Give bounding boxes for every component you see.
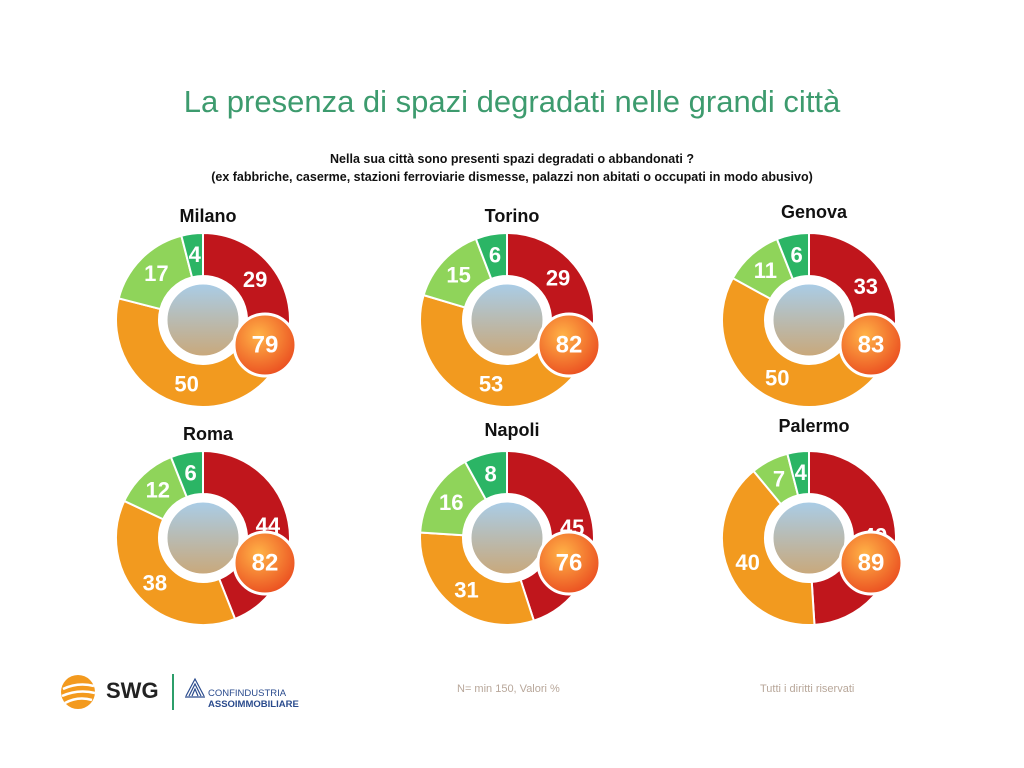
swg-logo: SWG <box>58 672 168 712</box>
total-value: 82 <box>556 332 583 359</box>
rights-note: Tutti i diritti riservati <box>760 683 855 695</box>
total-value: 79 <box>252 332 279 359</box>
total-value: 76 <box>556 550 583 577</box>
donut-segment-alcuni <box>115 499 237 626</box>
city-photo <box>770 499 848 577</box>
donut-segment-nessuno <box>180 231 204 279</box>
swg-brand-text: SWG <box>106 678 159 703</box>
donut-segment-nessuno <box>775 231 810 281</box>
total-bubble <box>838 530 904 596</box>
partner-name-line1: CONFINDUSTRIA <box>208 688 287 699</box>
city-chart-genova: Genova 33 50 11 6 83 <box>714 202 914 422</box>
segment-value-pochi: 12 <box>146 477 170 502</box>
total-bubble <box>536 312 602 378</box>
city-photo <box>468 281 546 359</box>
segment-value-nessuno: 4 <box>795 460 808 485</box>
segment-value-alcuni: 31 <box>454 578 478 603</box>
logo-divider <box>172 674 174 710</box>
city-chart-torino: Torino 29 53 15 6 82 <box>412 206 612 426</box>
segment-value-molti: 29 <box>546 266 570 291</box>
city-photo <box>164 281 242 359</box>
donut-segment-nessuno <box>786 449 810 497</box>
segment-value-molti: 33 <box>854 274 878 299</box>
total-bubble <box>536 530 602 596</box>
donut-segment-nessuno <box>169 449 204 499</box>
slide-title: La presenza di spazi degradati nelle gra… <box>183 84 841 119</box>
donut-segment-alcuni <box>721 469 816 626</box>
city-photo <box>770 281 848 359</box>
total-bubble <box>838 312 904 378</box>
total-bubble <box>232 530 298 596</box>
city-chart-milano: Milano 29 50 17 4 79 <box>108 206 308 426</box>
donut-segment-alcuni <box>419 531 536 626</box>
total-value: 82 <box>252 550 279 577</box>
city-label: Genova <box>780 202 848 222</box>
city-chart-napoli: Napoli 45 31 16 8 76 <box>412 420 612 640</box>
city-chart-roma: Roma 44 38 12 6 82 <box>108 424 308 644</box>
segment-value-nessuno: 4 <box>189 242 202 267</box>
segment-value-alcuni: 53 <box>479 372 503 397</box>
segment-value-pochi: 7 <box>773 467 785 492</box>
segment-value-pochi: 15 <box>446 263 470 288</box>
confindustria-logo: CONFINDUSTRIA ASSOIMMOBILIARE <box>184 676 324 712</box>
city-label: Roma <box>182 424 233 444</box>
total-value: 89 <box>858 550 885 577</box>
total-value: 83 <box>858 332 885 359</box>
segment-value-alcuni: 50 <box>174 371 198 396</box>
donut-chart: 49407489 <box>721 449 904 626</box>
question-line-1: Nella sua città sono presenti spazi degr… <box>330 152 694 166</box>
segment-value-pochi: 17 <box>144 261 168 286</box>
segment-value-nessuno: 6 <box>489 243 501 268</box>
segment-value-pochi: 16 <box>439 490 463 515</box>
segment-value-molti: 29 <box>243 267 267 292</box>
confindustria-emblem-icon <box>185 677 205 698</box>
donut-chart: 29 53 15 6 82 <box>419 231 602 408</box>
donut-segment-alcuni <box>115 297 289 408</box>
city-label: Milano <box>179 206 237 226</box>
city-label: Palermo <box>778 416 850 436</box>
partner-name-line2: ASSOIMMOBILIARE <box>208 699 299 710</box>
segment-value-alcuni: 50 <box>765 365 789 390</box>
survey-question: Nella sua città sono presenti spazi degr… <box>0 150 1024 186</box>
donut-segment-alcuni <box>721 276 887 408</box>
question-line-2: (ex fabbriche, caserme, stazioni ferrovi… <box>211 170 813 184</box>
donut-segment-nessuno <box>474 231 508 281</box>
segment-value-pochi: 11 <box>754 258 777 283</box>
segment-value-nessuno: 6 <box>185 461 197 486</box>
donut-segment-alcuni <box>419 293 594 408</box>
swg-globe-icon <box>61 675 96 709</box>
city-chart-palermo: Palermo49407489 <box>714 416 914 636</box>
city-photo <box>164 499 242 577</box>
donut-chart: 29 50 17 4 79 <box>115 231 298 408</box>
segment-value-alcuni: 38 <box>143 571 167 596</box>
sample-note: N= min 150, Valori % <box>457 683 560 695</box>
donut-chart: 33 50 11 6 83 <box>721 231 904 408</box>
total-bubble <box>232 312 298 378</box>
city-label: Napoli <box>484 420 540 440</box>
donut-segment-nessuno <box>463 449 508 501</box>
segment-value-nessuno: 6 <box>791 243 803 268</box>
city-photo <box>468 499 546 577</box>
segment-value-alcuni: 40 <box>735 550 759 575</box>
segment-value-nessuno: 8 <box>484 462 496 487</box>
city-label: Torino <box>484 206 540 226</box>
